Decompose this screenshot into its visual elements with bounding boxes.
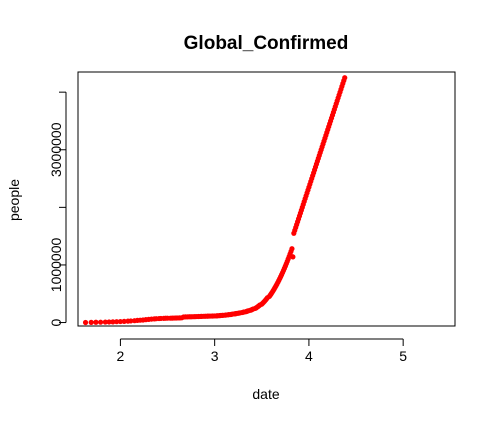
- y-tick-label: 3000000: [48, 122, 64, 177]
- x-tick-label: 2: [117, 348, 125, 364]
- y-tick-label: 1000000: [48, 237, 64, 292]
- data-point: [342, 75, 348, 81]
- data-point: [128, 318, 134, 324]
- y-axis-label: people: [6, 179, 22, 221]
- data-points: [82, 75, 348, 326]
- data-point: [82, 319, 89, 326]
- data-point: [102, 319, 108, 325]
- x-tick-label: 4: [305, 348, 313, 364]
- x-tick-label: 5: [399, 348, 407, 364]
- data-point: [93, 319, 99, 325]
- data-point: [121, 318, 127, 324]
- y-tick-label: 0: [48, 318, 64, 326]
- data-point: [114, 319, 120, 325]
- y-axis: 0 1000000 3000000: [48, 91, 67, 326]
- x-axis-label: date: [252, 386, 279, 402]
- data-point: [110, 319, 116, 325]
- data-point: [98, 319, 104, 325]
- chart-title: Global_Confirmed: [184, 33, 349, 54]
- data-point: [88, 319, 94, 325]
- data-point: [117, 318, 124, 325]
- plot-frame: [77, 71, 456, 327]
- data-point: [290, 254, 296, 260]
- data-point: [289, 246, 295, 252]
- x-axis: 2 3 4 5: [117, 338, 407, 364]
- x-tick-label: 3: [211, 348, 219, 364]
- data-point: [106, 319, 112, 325]
